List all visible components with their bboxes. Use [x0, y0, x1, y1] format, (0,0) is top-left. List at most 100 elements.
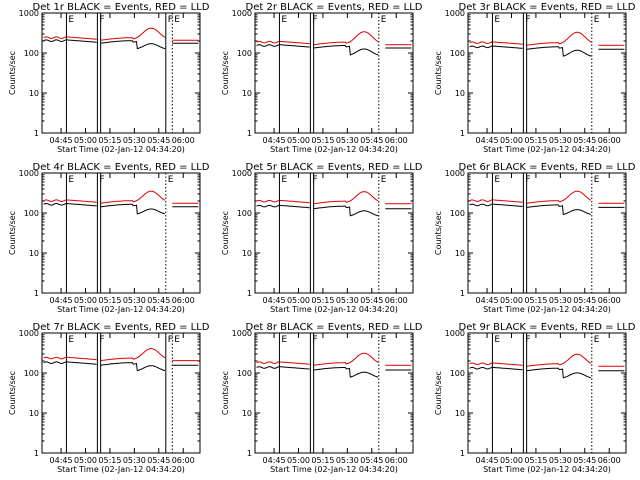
time-marker-label: E	[494, 335, 500, 345]
x-tick-label: 06:00	[385, 456, 408, 465]
series-line-lld	[43, 190, 199, 204]
series-line-lld	[469, 31, 625, 46]
chart-panel-3: Det 3r BLACK = Events, RED = LLD 1 10 100 10…	[434, 2, 636, 154]
x-tick-label: 05:15	[311, 296, 334, 305]
y-tick-label: 1000	[445, 9, 465, 18]
x-axis-label: Start Time (02-Jan-12 04:34:20)	[270, 465, 398, 474]
x-axis-label: Start Time (02-Jan-12 04:34:20)	[270, 145, 398, 154]
y-tick-label: 100	[237, 369, 252, 378]
x-axis-label: Start Time (02-Jan-12 04:34:20)	[270, 305, 398, 314]
chart-title: Det 4r BLACK = Events, RED = LLD	[33, 162, 210, 173]
time-marker-label: F	[312, 175, 317, 185]
chart-panel-7: Det 7r BLACK = Events, RED = LLD 1 10 100 10…	[8, 322, 210, 474]
time-marker-label: E	[494, 15, 500, 25]
time-marker-label: F	[312, 335, 317, 345]
chart-panel-1: Det 1r BLACK = Events, RED = LLD 1 10 100 10…	[8, 2, 210, 154]
series-line-events	[43, 39, 199, 50]
y-tick-label: 1	[460, 449, 465, 458]
y-tick-label: 1000	[232, 169, 252, 178]
x-tick-label: 05:45	[147, 296, 170, 305]
y-tick-label: 10	[455, 249, 465, 258]
chart-title: Det 3r BLACK = Events, RED = LLD	[459, 2, 636, 13]
y-tick-label: 1	[460, 129, 465, 138]
series-line-events	[256, 204, 412, 217]
x-tick-label: 05:45	[147, 456, 170, 465]
x-tick-label: 04:45	[50, 136, 73, 145]
chart-panel-4: Det 4r BLACK = Events, RED = LLD 1 10 100 10…	[8, 162, 210, 314]
y-tick-label: 1	[247, 289, 252, 298]
y-tick-label: 1	[34, 449, 39, 458]
x-tick-label: 05:00	[287, 136, 310, 145]
x-tick-label: 05:45	[360, 456, 383, 465]
chart-panel-8: Det 8r BLACK = Events, RED = LLD 1 10 100 10…	[221, 322, 423, 474]
time-marker-label: F	[168, 15, 173, 25]
y-tick-label: 1	[34, 289, 39, 298]
x-tick-label: 04:45	[50, 456, 73, 465]
x-tick-label: 05:00	[74, 456, 97, 465]
time-marker-label: E	[594, 15, 600, 25]
x-tick-label: 05:30	[123, 456, 146, 465]
x-tick-label: 05:30	[123, 136, 146, 145]
x-tick-label: 05:00	[74, 136, 97, 145]
plot-frame	[41, 12, 201, 134]
x-tick-label: 05:45	[360, 296, 383, 305]
chart-title: Det 5r BLACK = Events, RED = LLD	[246, 162, 423, 173]
x-tick-label: 05:00	[74, 296, 97, 305]
x-tick-label: 05:30	[123, 296, 146, 305]
x-tick-label: 04:45	[263, 136, 286, 145]
y-tick-label: 10	[455, 89, 465, 98]
plot-frame	[467, 172, 627, 294]
chart-title: Det 2r BLACK = Events, RED = LLD	[246, 2, 423, 13]
series-line-lld	[469, 353, 625, 367]
series-line-events	[469, 45, 625, 57]
time-marker-label: E	[281, 15, 287, 25]
x-tick-label: 05:15	[98, 456, 121, 465]
plot-frame	[254, 12, 414, 134]
y-tick-label: 1000	[232, 329, 252, 338]
series-line-lld	[43, 27, 199, 41]
y-axis-label: Counts/sec	[434, 51, 443, 95]
x-tick-label: 05:15	[98, 136, 121, 145]
x-tick-label: 05:00	[500, 136, 523, 145]
x-axis-label: Start Time (02-Jan-12 04:34:20)	[483, 465, 611, 474]
x-tick-label: 05:00	[287, 296, 310, 305]
chart-title: Det 9r BLACK = Events, RED = LLD	[459, 322, 636, 333]
x-tick-label: 05:00	[500, 296, 523, 305]
time-marker-label: F	[525, 335, 530, 345]
series-line-events	[43, 202, 199, 215]
x-axis-label: Start Time (02-Jan-12 04:34:20)	[483, 305, 611, 314]
y-axis-label: Counts/sec	[221, 211, 230, 255]
chart-panel-6: Det 6r BLACK = Events, RED = LLD 1 10 100 10…	[434, 162, 636, 314]
chart-panel-9: Det 9r BLACK = Events, RED = LLD 1 10 100 10…	[434, 322, 636, 474]
time-marker-label: F	[312, 15, 317, 25]
time-marker-label: E	[68, 335, 74, 345]
x-tick-label: 06:00	[598, 456, 621, 465]
x-tick-label: 04:45	[263, 456, 286, 465]
y-tick-label: 1000	[445, 169, 465, 178]
y-tick-label: 10	[29, 249, 39, 258]
x-tick-label: 05:30	[549, 296, 572, 305]
y-tick-label: 100	[450, 369, 465, 378]
x-tick-label: 06:00	[598, 136, 621, 145]
y-axis-label: Counts/sec	[434, 371, 443, 415]
plot-frame	[41, 172, 201, 294]
y-tick-label: 1000	[19, 169, 39, 178]
y-tick-label: 10	[455, 409, 465, 418]
plot-frame	[467, 12, 627, 134]
time-marker-label: E	[174, 335, 180, 345]
series-line-events	[256, 366, 412, 378]
x-tick-label: 05:15	[524, 456, 547, 465]
y-tick-label: 1000	[445, 329, 465, 338]
x-tick-label: 05:30	[549, 136, 572, 145]
y-tick-label: 100	[450, 49, 465, 58]
time-marker-label: E	[68, 15, 74, 25]
x-tick-label: 05:30	[336, 136, 359, 145]
y-tick-label: 10	[29, 89, 39, 98]
x-tick-label: 06:00	[385, 136, 408, 145]
series-line-lld	[256, 352, 412, 366]
chart-title: Det 1r BLACK = Events, RED = LLD	[33, 2, 210, 13]
y-tick-label: 1	[247, 449, 252, 458]
chart-title: Det 6r BLACK = Events, RED = LLD	[459, 162, 636, 173]
y-axis-label: Counts/sec	[8, 51, 17, 95]
